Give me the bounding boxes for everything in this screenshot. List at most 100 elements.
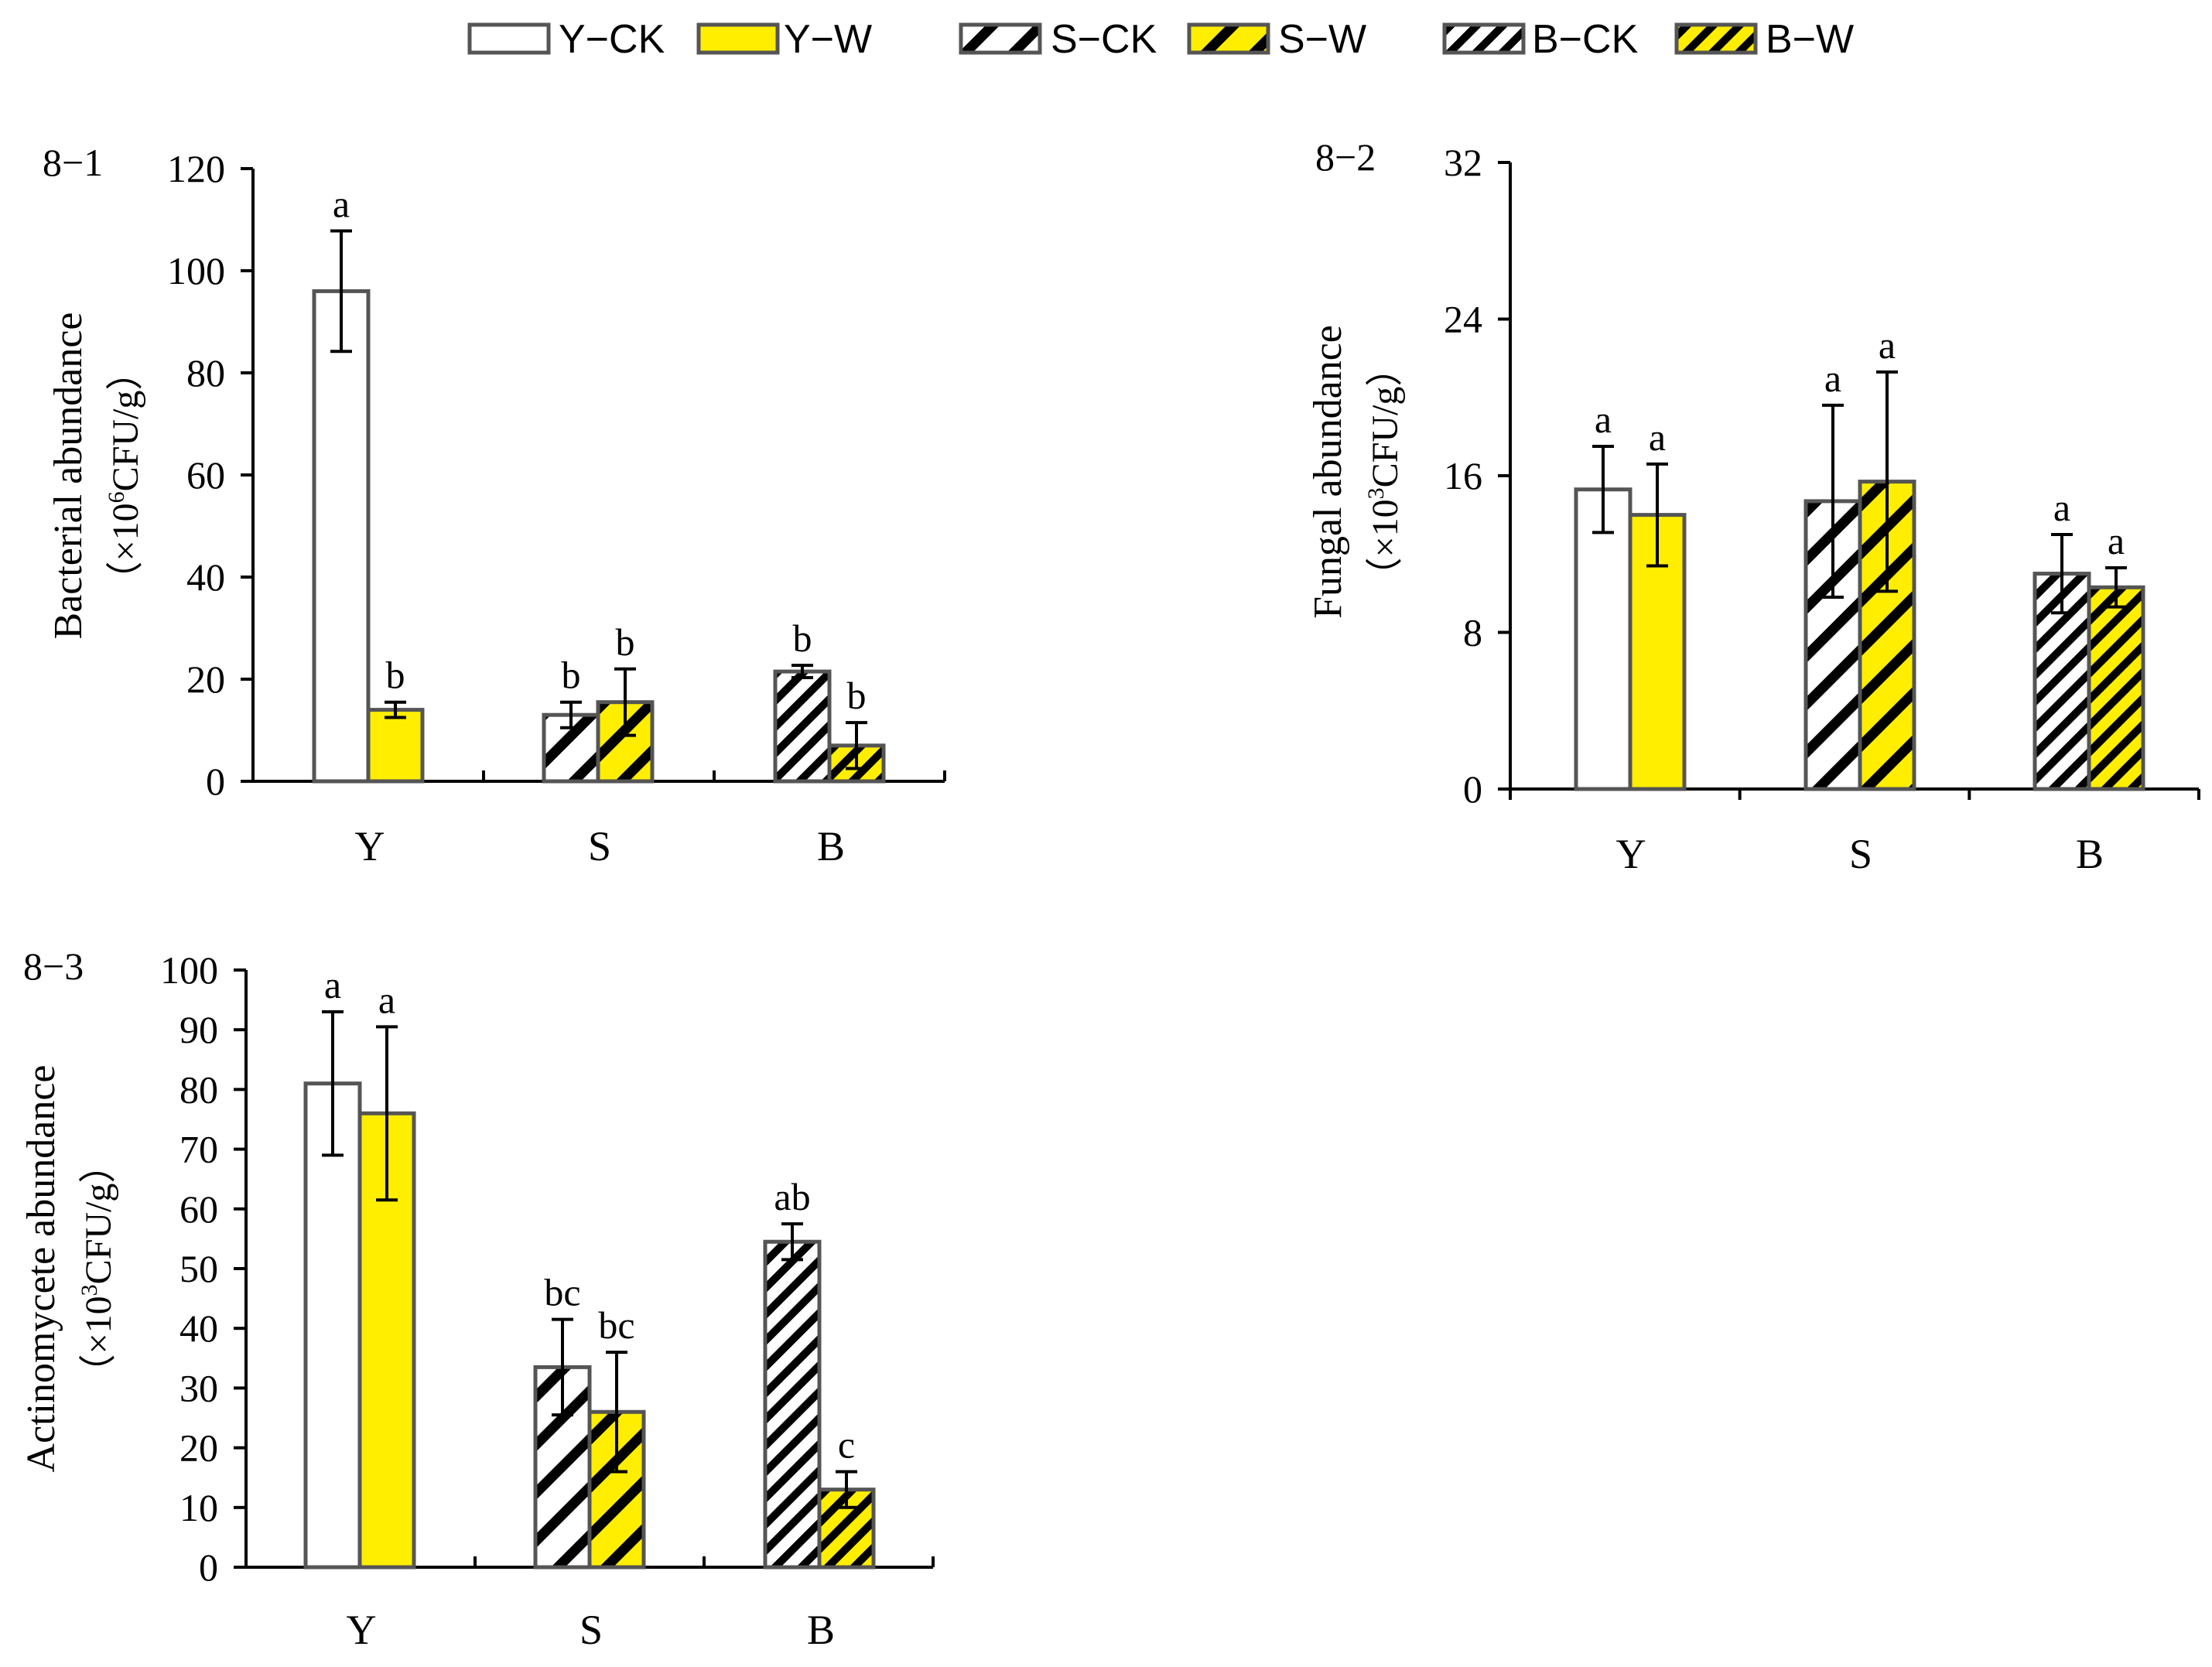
legend-label: Y−CK [559, 17, 665, 62]
bar [366, 708, 425, 784]
y-tick-label: 40 [179, 1307, 218, 1350]
significance-letter: b [386, 654, 405, 697]
x-category-label: S [1849, 831, 1872, 877]
error-bar [560, 700, 582, 729]
significance-letter: a [1595, 398, 1612, 441]
significance-letter: bc [598, 1303, 634, 1347]
significance-letter: a [378, 978, 395, 1021]
y-tick-label: 24 [1444, 298, 1482, 341]
significance-letter: b [562, 654, 581, 697]
legend: Y−CK Y−W S−CK S−W B−CK B−W [467, 17, 1854, 62]
x-category-label: Y [1616, 831, 1646, 877]
y-tick-label: 100 [167, 249, 225, 292]
bar [1803, 499, 1862, 791]
y-tick-label: 90 [179, 1008, 218, 1051]
legend-item: B−W [1674, 17, 1854, 62]
y-tick-label: 100 [160, 948, 218, 992]
significance-letter: a [1649, 415, 1666, 459]
panel-actinomycete-abundance: 8−3 Actinomycete abundance （×103CFU/g） 0 10 2… [19, 945, 935, 1653]
error-bar [376, 1025, 398, 1202]
error-bar [322, 1010, 344, 1157]
error-bar [836, 1470, 857, 1509]
significance-letter: c [838, 1423, 855, 1466]
y-tick-label: 70 [179, 1128, 218, 1171]
y-tick-label: 0 [206, 760, 225, 803]
legend-item: Y−CK [467, 17, 665, 62]
y-axis-unit: （×103CFU/g） [77, 1146, 119, 1392]
legend-swatch [959, 22, 1042, 55]
y-axis-label: Actinomycete abundance [19, 1065, 63, 1473]
y-axis-label: Fungal abundance [1306, 325, 1350, 619]
bar [2087, 585, 2145, 791]
significance-letter: a [324, 963, 341, 1006]
bar [1858, 480, 1916, 791]
legend-label: S−W [1278, 17, 1366, 62]
y-axis-label: Bacterial abundance [46, 313, 91, 640]
y-tick-label: 120 [167, 147, 225, 190]
legend-swatch [696, 22, 780, 55]
y-tick-label: 20 [179, 1426, 218, 1470]
y-tick-label: 0 [1463, 767, 1482, 811]
significance-letter: b [847, 674, 867, 717]
x-category-label: B [807, 1607, 835, 1653]
x-category-label: Y [355, 823, 385, 869]
significance-letter: ab [774, 1175, 810, 1218]
y-axis-unit: （×106CFU/g） [104, 354, 146, 599]
y-tick-label: 10 [179, 1486, 218, 1529]
significance-letter: b [616, 620, 635, 664]
bar [533, 1365, 592, 1570]
y-tick-label: 32 [1444, 141, 1482, 184]
error-bar [781, 1222, 803, 1262]
x-category-label: B [2076, 831, 2104, 877]
legend-label: S−CK [1051, 17, 1157, 62]
legend-item: S−W [1187, 17, 1366, 62]
y-axis-unit: （×103CFU/g） [1363, 350, 1406, 595]
y-tick-label: 80 [179, 1067, 218, 1111]
error-bar [552, 1317, 573, 1417]
significance-letter: a [1879, 323, 1896, 367]
legend-item: B−CK [1442, 17, 1639, 62]
panel-label: 8−3 [23, 945, 84, 988]
error-bar [2051, 532, 2073, 615]
panel-fungal-abundance: 8−2 Fungal abundance （×103CFU/g） 0 8 16 24 32 Y S… [1306, 135, 2200, 877]
y-tick-label: 20 [186, 658, 225, 701]
error-bar [385, 700, 406, 719]
x-category-label: B [817, 823, 845, 869]
error-bar [1822, 403, 1844, 599]
legend-item: Y−W [696, 17, 872, 62]
y-tick-label: 40 [186, 555, 225, 599]
error-bar [791, 664, 813, 680]
legend-swatch [1674, 22, 1758, 55]
x-category-label: Y [347, 1607, 377, 1653]
x-category-label: S [579, 1607, 603, 1653]
legend-label: Y−W [784, 17, 872, 62]
bar [763, 1239, 822, 1570]
legend-label: B−W [1766, 17, 1854, 62]
legend-item: S−CK [959, 17, 1157, 62]
error-bar [2105, 565, 2127, 609]
significance-letter: a [2108, 519, 2125, 562]
legend-swatch [1442, 22, 1526, 55]
y-tick-label: 30 [179, 1366, 218, 1409]
bar [773, 669, 832, 784]
significance-letter: a [333, 183, 350, 226]
panel-bacterial-abundance: 8−1 Bacterial abundance （×106CFU/g） 0 20 40 60… [43, 141, 946, 869]
error-bar [1592, 445, 1614, 535]
y-tick-label: 50 [179, 1247, 218, 1290]
legend-swatch [467, 22, 551, 55]
panel-label: 8−1 [43, 141, 103, 184]
bar [312, 289, 371, 784]
y-tick-label: 16 [1444, 454, 1482, 497]
significance-letter: a [2053, 486, 2070, 529]
error-bar [606, 1351, 627, 1474]
significance-letter: a [1824, 357, 1841, 400]
bar [1574, 487, 1633, 791]
legend-label: B−CK [1532, 17, 1639, 62]
x-category-label: S [588, 823, 611, 869]
error-bar [846, 721, 867, 770]
y-tick-label: 0 [199, 1546, 218, 1589]
y-tick-label: 60 [179, 1187, 218, 1231]
error-bar [614, 667, 636, 737]
error-bar [1876, 370, 1898, 593]
